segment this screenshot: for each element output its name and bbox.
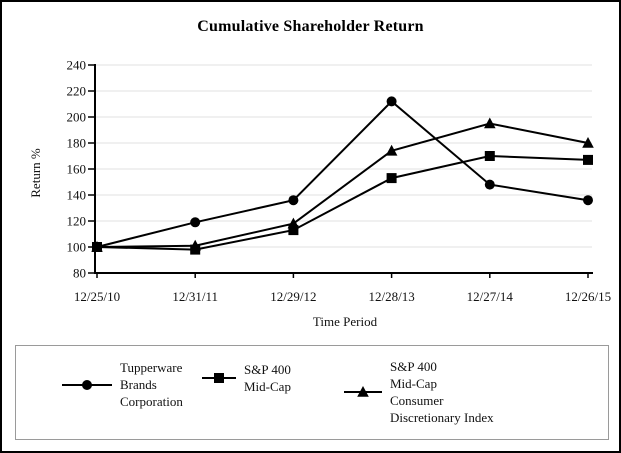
chart-title: Cumulative Shareholder Return: [197, 18, 424, 35]
circle-marker: [288, 195, 299, 206]
y-tick-label: 200: [67, 110, 87, 125]
circle-series-marker-icon: [62, 378, 112, 392]
square-marker: [214, 373, 224, 383]
y-tick-label: 220: [67, 84, 87, 99]
y-tick-label: 140: [67, 188, 87, 203]
legend-item-sp400-midcap: S&P 400 Mid-Cap: [202, 361, 291, 395]
triangle-marker: [91, 241, 103, 252]
square-marker: [484, 151, 495, 161]
square-marker: [386, 173, 397, 184]
y-tick-label: 100: [67, 240, 87, 255]
square-legend-sample: [202, 373, 236, 383]
y-tick-label: 240: [67, 58, 87, 73]
triangle-marker: [357, 386, 369, 397]
x-tick-label: 12/27/14: [467, 289, 514, 304]
square-marker: [583, 154, 593, 165]
x-tick-label: 12/29/12: [270, 289, 316, 304]
triangle-series-marker-icon: [344, 385, 382, 399]
y-tick-label: 80: [73, 266, 86, 281]
triangle-marker: [582, 137, 594, 148]
x-tick-label: 12/26/15: [565, 289, 611, 304]
circle-legend-sample: [62, 379, 112, 390]
circle-marker: [190, 217, 201, 228]
triangle-marker: [484, 117, 496, 129]
legend-label-sp400-midcap: S&P 400 Mid-Cap: [244, 362, 291, 394]
y-tick-label: 120: [67, 214, 87, 229]
y-axis-title: Return %: [28, 148, 43, 198]
legend-label-tupperware-brands: Tupperware Brands Corporation: [120, 360, 183, 409]
legend-item-sp400-midcap-consumer-discretionary: S&P 400 Mid-Cap Consumer Discretionary I…: [344, 358, 494, 426]
x-tick-label: 12/31/11: [172, 289, 218, 304]
series-line-2: [96, 122, 589, 248]
triangle-marker: [189, 239, 201, 251]
x-axis-title: Time Period: [313, 314, 378, 329]
line-chart-plot-area: 80 100 120 140 160 180 200 220 240 12/25/10 12/31/…: [28, 58, 611, 330]
x-tick-label: 12/28/13: [368, 289, 414, 304]
triangle-marker: [385, 144, 398, 156]
legend-box: Tupperware Brands Corporation S&P 400 Mi…: [15, 345, 609, 440]
square-series-marker-icon: [202, 371, 236, 385]
legend-label-sp400-midcap-consumer-discretionary: S&P 400 Mid-Cap Consumer Discretionary I…: [390, 359, 494, 425]
circle-marker: [386, 96, 397, 107]
square-marker: [288, 225, 299, 236]
y-tick-label: 180: [67, 136, 87, 151]
circle-marker: [484, 179, 495, 190]
series-line-0: [96, 100, 589, 248]
triangle-legend-sample: [344, 386, 382, 397]
circle-marker: [82, 379, 92, 390]
y-tick-label: 160: [67, 162, 87, 177]
legend-item-tupperware-brands: Tupperware Brands Corporation: [62, 359, 183, 410]
x-tick-label: 12/25/10: [74, 289, 120, 304]
circle-marker: [583, 195, 593, 206]
series-line-1: [96, 154, 589, 251]
triangle-marker: [287, 217, 300, 229]
